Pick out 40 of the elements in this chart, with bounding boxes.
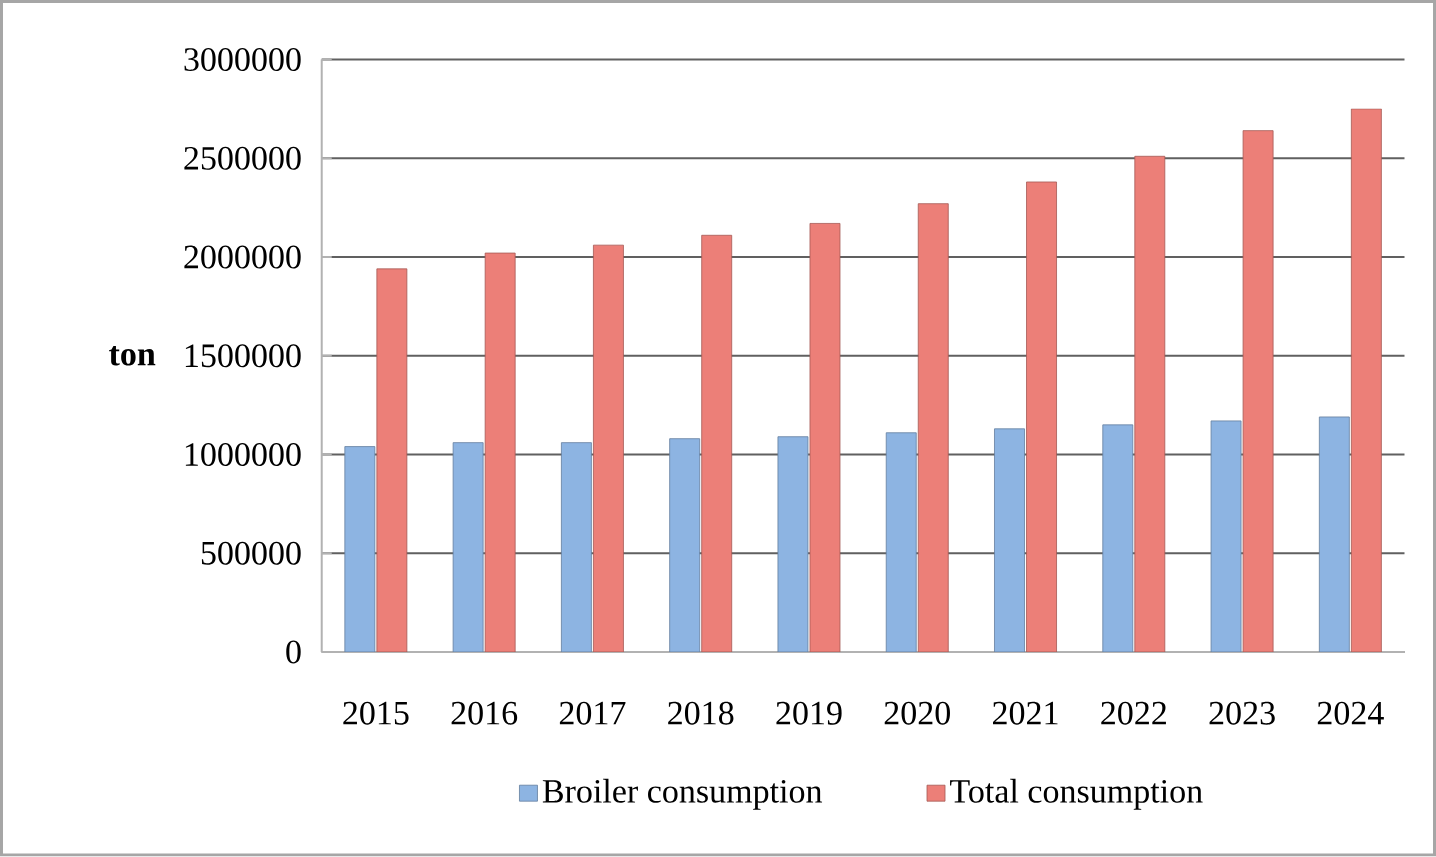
bar: [1350, 108, 1382, 653]
y-tick-label: 500000: [201, 541, 301, 565]
bar: [917, 203, 949, 653]
x-tick-label: 2022: [1101, 701, 1166, 725]
bar: [669, 438, 701, 653]
bar: [1318, 416, 1350, 653]
y-tick-label: 1500000: [185, 344, 301, 368]
bar: [1102, 424, 1134, 653]
bar: [452, 442, 484, 653]
bar: [701, 235, 733, 653]
x-tick-label: 2017: [559, 701, 626, 725]
x-tick-label: 2015: [343, 701, 409, 725]
bar: [344, 446, 376, 653]
y-tick-label: 2000000: [184, 245, 301, 269]
bar: [593, 244, 624, 653]
bar: [1210, 420, 1242, 653]
y-tick-label: 2500000: [184, 146, 301, 170]
bar: [777, 436, 809, 653]
bar: [1026, 181, 1057, 653]
y-tick-label: 1000000: [185, 443, 301, 467]
y-axis-title: ton: [109, 346, 156, 366]
x-tick-label: 2020: [884, 701, 950, 725]
bar: [560, 442, 592, 653]
x-tick-label: 2023: [1209, 701, 1275, 725]
bar: [1242, 130, 1274, 653]
bar: [885, 432, 917, 653]
y-tick-label: 0: [286, 640, 301, 664]
bar: [484, 252, 516, 653]
x-tick-label: 2018: [668, 701, 734, 725]
legend-label: Broiler consumption: [542, 779, 823, 810]
legend-label: Total consumption: [950, 779, 1203, 810]
x-tick-label: 2021: [993, 701, 1058, 725]
x-tick-label: 2019: [776, 701, 842, 725]
bar: [994, 428, 1025, 653]
bar: [1134, 156, 1166, 653]
bar: [376, 268, 408, 653]
x-tick-label: 2016: [451, 701, 518, 725]
y-tick-label: 3000000: [184, 48, 301, 72]
x-tick-label: 2024: [1317, 701, 1384, 725]
bar: [809, 223, 841, 653]
